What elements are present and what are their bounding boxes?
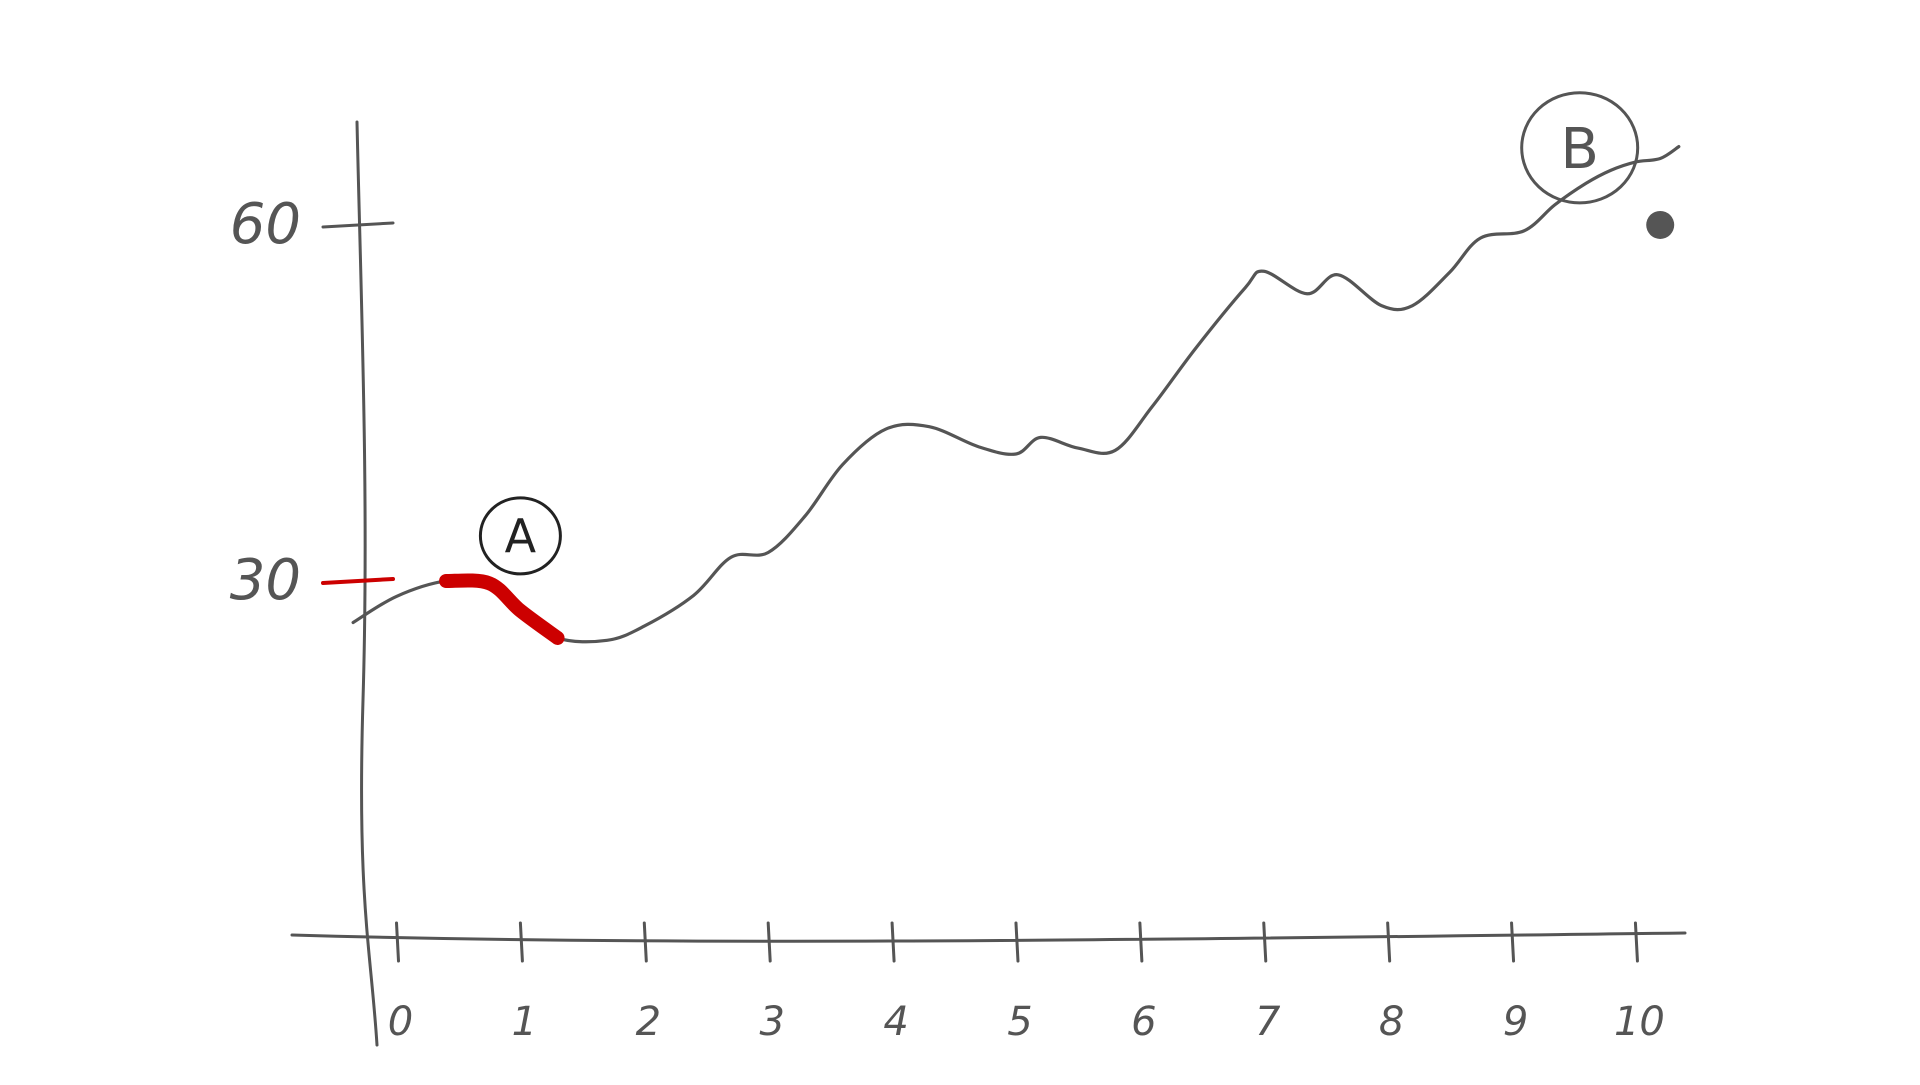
- x-tick-mark: [642, 921, 648, 963]
- x-tick-label: 7: [1255, 999, 1281, 1045]
- x-tick-label: 10: [1614, 999, 1665, 1045]
- x-tick-label: 1: [512, 999, 537, 1045]
- annotation-label: A: [505, 509, 537, 563]
- x-tick-mark: [395, 921, 401, 963]
- annotation-circle: [478, 496, 562, 576]
- series: [351, 145, 1681, 645]
- y-axis-line: [355, 120, 379, 1047]
- y-tick-mark: [321, 221, 395, 229]
- x-tick-label: 0: [388, 999, 413, 1045]
- x-tick-label: 4: [883, 999, 908, 1045]
- annotation-label: B: [1560, 117, 1598, 182]
- marker-point: [1646, 210, 1675, 239]
- x-tick-label: 9: [1503, 999, 1528, 1045]
- x-tick-mark: [890, 921, 896, 963]
- y-tick-label: 60: [230, 192, 301, 257]
- x-tick-label: 6: [1131, 999, 1156, 1045]
- x-tick-mark: [1262, 921, 1268, 963]
- x-tick-mark: [1633, 921, 1639, 963]
- axes: [290, 120, 1687, 1047]
- x-tick-mark: [1138, 921, 1144, 963]
- labels: 0 1 2 3 4 5 6 7 8 9 10 30 60 A B: [230, 91, 1665, 1045]
- x-tick-mark: [766, 921, 772, 963]
- series-line: [351, 145, 1681, 644]
- x-tick-mark: [518, 921, 524, 963]
- x-tick-mark: [1014, 921, 1020, 963]
- x-tick-label: 2: [636, 999, 661, 1045]
- annotation-circle: [1520, 91, 1640, 205]
- x-tick-mark: [1386, 921, 1392, 963]
- y-tick-label: 30: [230, 548, 301, 613]
- highlight-segment: [439, 573, 565, 645]
- x-tick-label: 8: [1379, 999, 1404, 1045]
- x-axis-line: [290, 931, 1687, 943]
- y-tick-mark: [321, 576, 395, 585]
- x-tick-label: 5: [1007, 999, 1032, 1045]
- x-tick-mark: [1510, 921, 1516, 963]
- x-tick-label: 3: [759, 999, 784, 1045]
